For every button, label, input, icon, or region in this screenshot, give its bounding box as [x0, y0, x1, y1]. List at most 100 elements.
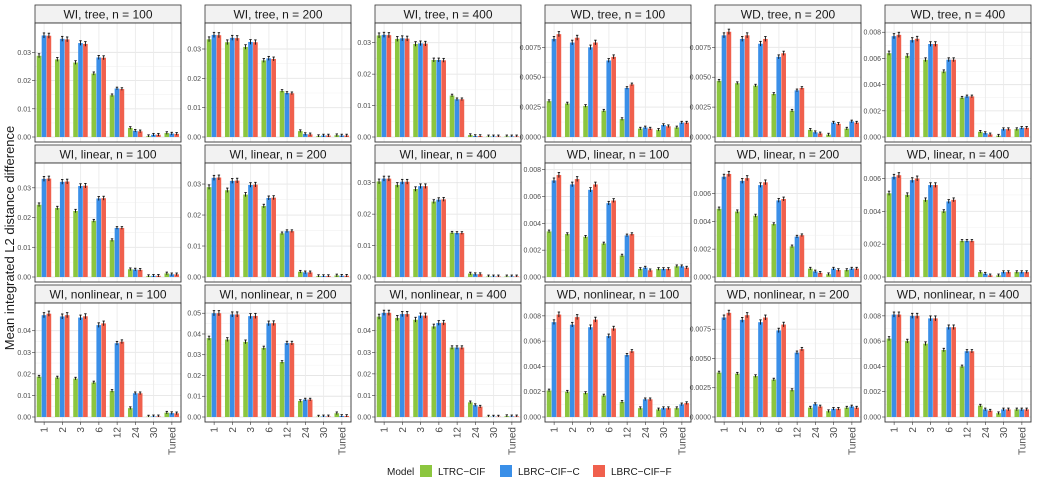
bar [174, 133, 179, 137]
bar [716, 80, 722, 137]
bar [376, 35, 382, 137]
y-tick-label: 0.0025 [690, 385, 712, 392]
bar [642, 127, 648, 137]
facet-panel: WI, nonlinear, n = 400 0.00 0.01 0.02 0.03 0.… [357, 284, 522, 455]
y-tick-label: 0.00 [187, 275, 201, 282]
legend-title: Model [387, 467, 414, 478]
panel-border [374, 302, 522, 423]
bar [1014, 409, 1020, 417]
bar [253, 184, 258, 277]
bar [826, 274, 831, 277]
y-tick-label: 0.01 [357, 393, 371, 400]
facet-panel: WD, tree, n = 200 0.0000 0.0025 0.0050 0.007… [690, 4, 862, 143]
bar [216, 313, 222, 417]
bar [647, 270, 653, 277]
bar [467, 273, 473, 277]
facet-title: WI, tree, n = 200 [233, 8, 322, 22]
bar [271, 197, 276, 277]
bar [831, 122, 836, 137]
bar [776, 200, 782, 277]
bar [381, 34, 387, 137]
bar [996, 413, 1001, 417]
x-tick-label: 30 [319, 427, 330, 439]
bar [1006, 129, 1011, 137]
bar [684, 403, 689, 417]
bar [556, 34, 562, 137]
x-tick-label: Tuned [847, 427, 858, 455]
x-tick-label: 30 [659, 427, 670, 439]
facet-title: WD, nonlinear, n = 200 [727, 288, 850, 302]
bar [758, 43, 763, 137]
bar [297, 271, 303, 277]
bar [253, 315, 258, 417]
bar [132, 130, 138, 137]
bar [896, 34, 902, 137]
panel-border [544, 162, 692, 283]
bar [307, 399, 313, 417]
bar [781, 199, 786, 277]
bar [619, 255, 625, 277]
bar [266, 58, 272, 137]
bar [413, 189, 418, 277]
bar [909, 180, 915, 277]
bar [836, 408, 841, 417]
facet-panel: WD, tree, n = 100 0.0000 0.0025 0.0050 0.007… [520, 4, 692, 143]
bar [721, 176, 727, 277]
bar [266, 197, 272, 277]
y-tick-label: 0.01 [187, 394, 201, 401]
panel-border [544, 302, 692, 423]
bar [807, 129, 813, 137]
bar [763, 317, 768, 417]
bar [661, 125, 666, 137]
y-tick-label: 0.01 [17, 245, 31, 252]
y-tick-label: 0.000 [863, 275, 881, 282]
bar [1019, 409, 1025, 417]
bar [909, 40, 915, 137]
y-tick-label: 0.00 [17, 275, 31, 282]
bar [441, 199, 446, 277]
bar [807, 268, 813, 277]
bar [611, 56, 616, 137]
bar [477, 274, 483, 277]
bar [606, 336, 612, 417]
facet-panel: WI, linear, n = 200 0.00 0.01 0.02 0.03 [187, 144, 352, 283]
facet-title: WD, linear, n = 400 [907, 148, 1010, 162]
bar [46, 313, 52, 417]
bar [569, 42, 575, 137]
bar [83, 316, 88, 417]
bar [243, 46, 248, 137]
facet-title: WI, nonlinear, n = 100 [49, 288, 166, 302]
bar [96, 198, 102, 277]
facet-panel: WD, nonlinear, n = 100 0.000 0.002 0.004 0.0… [523, 284, 692, 455]
x-tick-label: 3 [416, 427, 427, 433]
x-tick-label: 24 [471, 427, 482, 439]
bar [951, 59, 956, 137]
bar [284, 93, 290, 137]
bar [794, 236, 800, 277]
bar [951, 327, 956, 417]
bar [413, 43, 418, 137]
bar [799, 87, 805, 137]
x-tick-label: 12 [793, 427, 804, 439]
bar [812, 404, 818, 417]
bar [969, 351, 975, 417]
y-tick-label: 0.00 [17, 135, 31, 142]
bar [119, 341, 125, 417]
bar [977, 405, 983, 417]
y-tick-label: 0.03 [17, 50, 31, 57]
bar [849, 268, 855, 277]
panel-border [884, 302, 1032, 423]
bar [564, 234, 570, 277]
y-tick-label: 0.006 [523, 194, 541, 201]
y-axis-label: Mean integrated L2 distance difference [2, 126, 17, 351]
bar [831, 408, 836, 417]
bar [753, 85, 758, 137]
panel-border [34, 302, 182, 423]
x-tick-label: 2 [228, 427, 239, 433]
bar [593, 184, 598, 277]
bar [946, 201, 952, 277]
panel-border [544, 22, 692, 143]
y-tick-label: 0.004 [863, 209, 881, 216]
bar [36, 204, 42, 277]
